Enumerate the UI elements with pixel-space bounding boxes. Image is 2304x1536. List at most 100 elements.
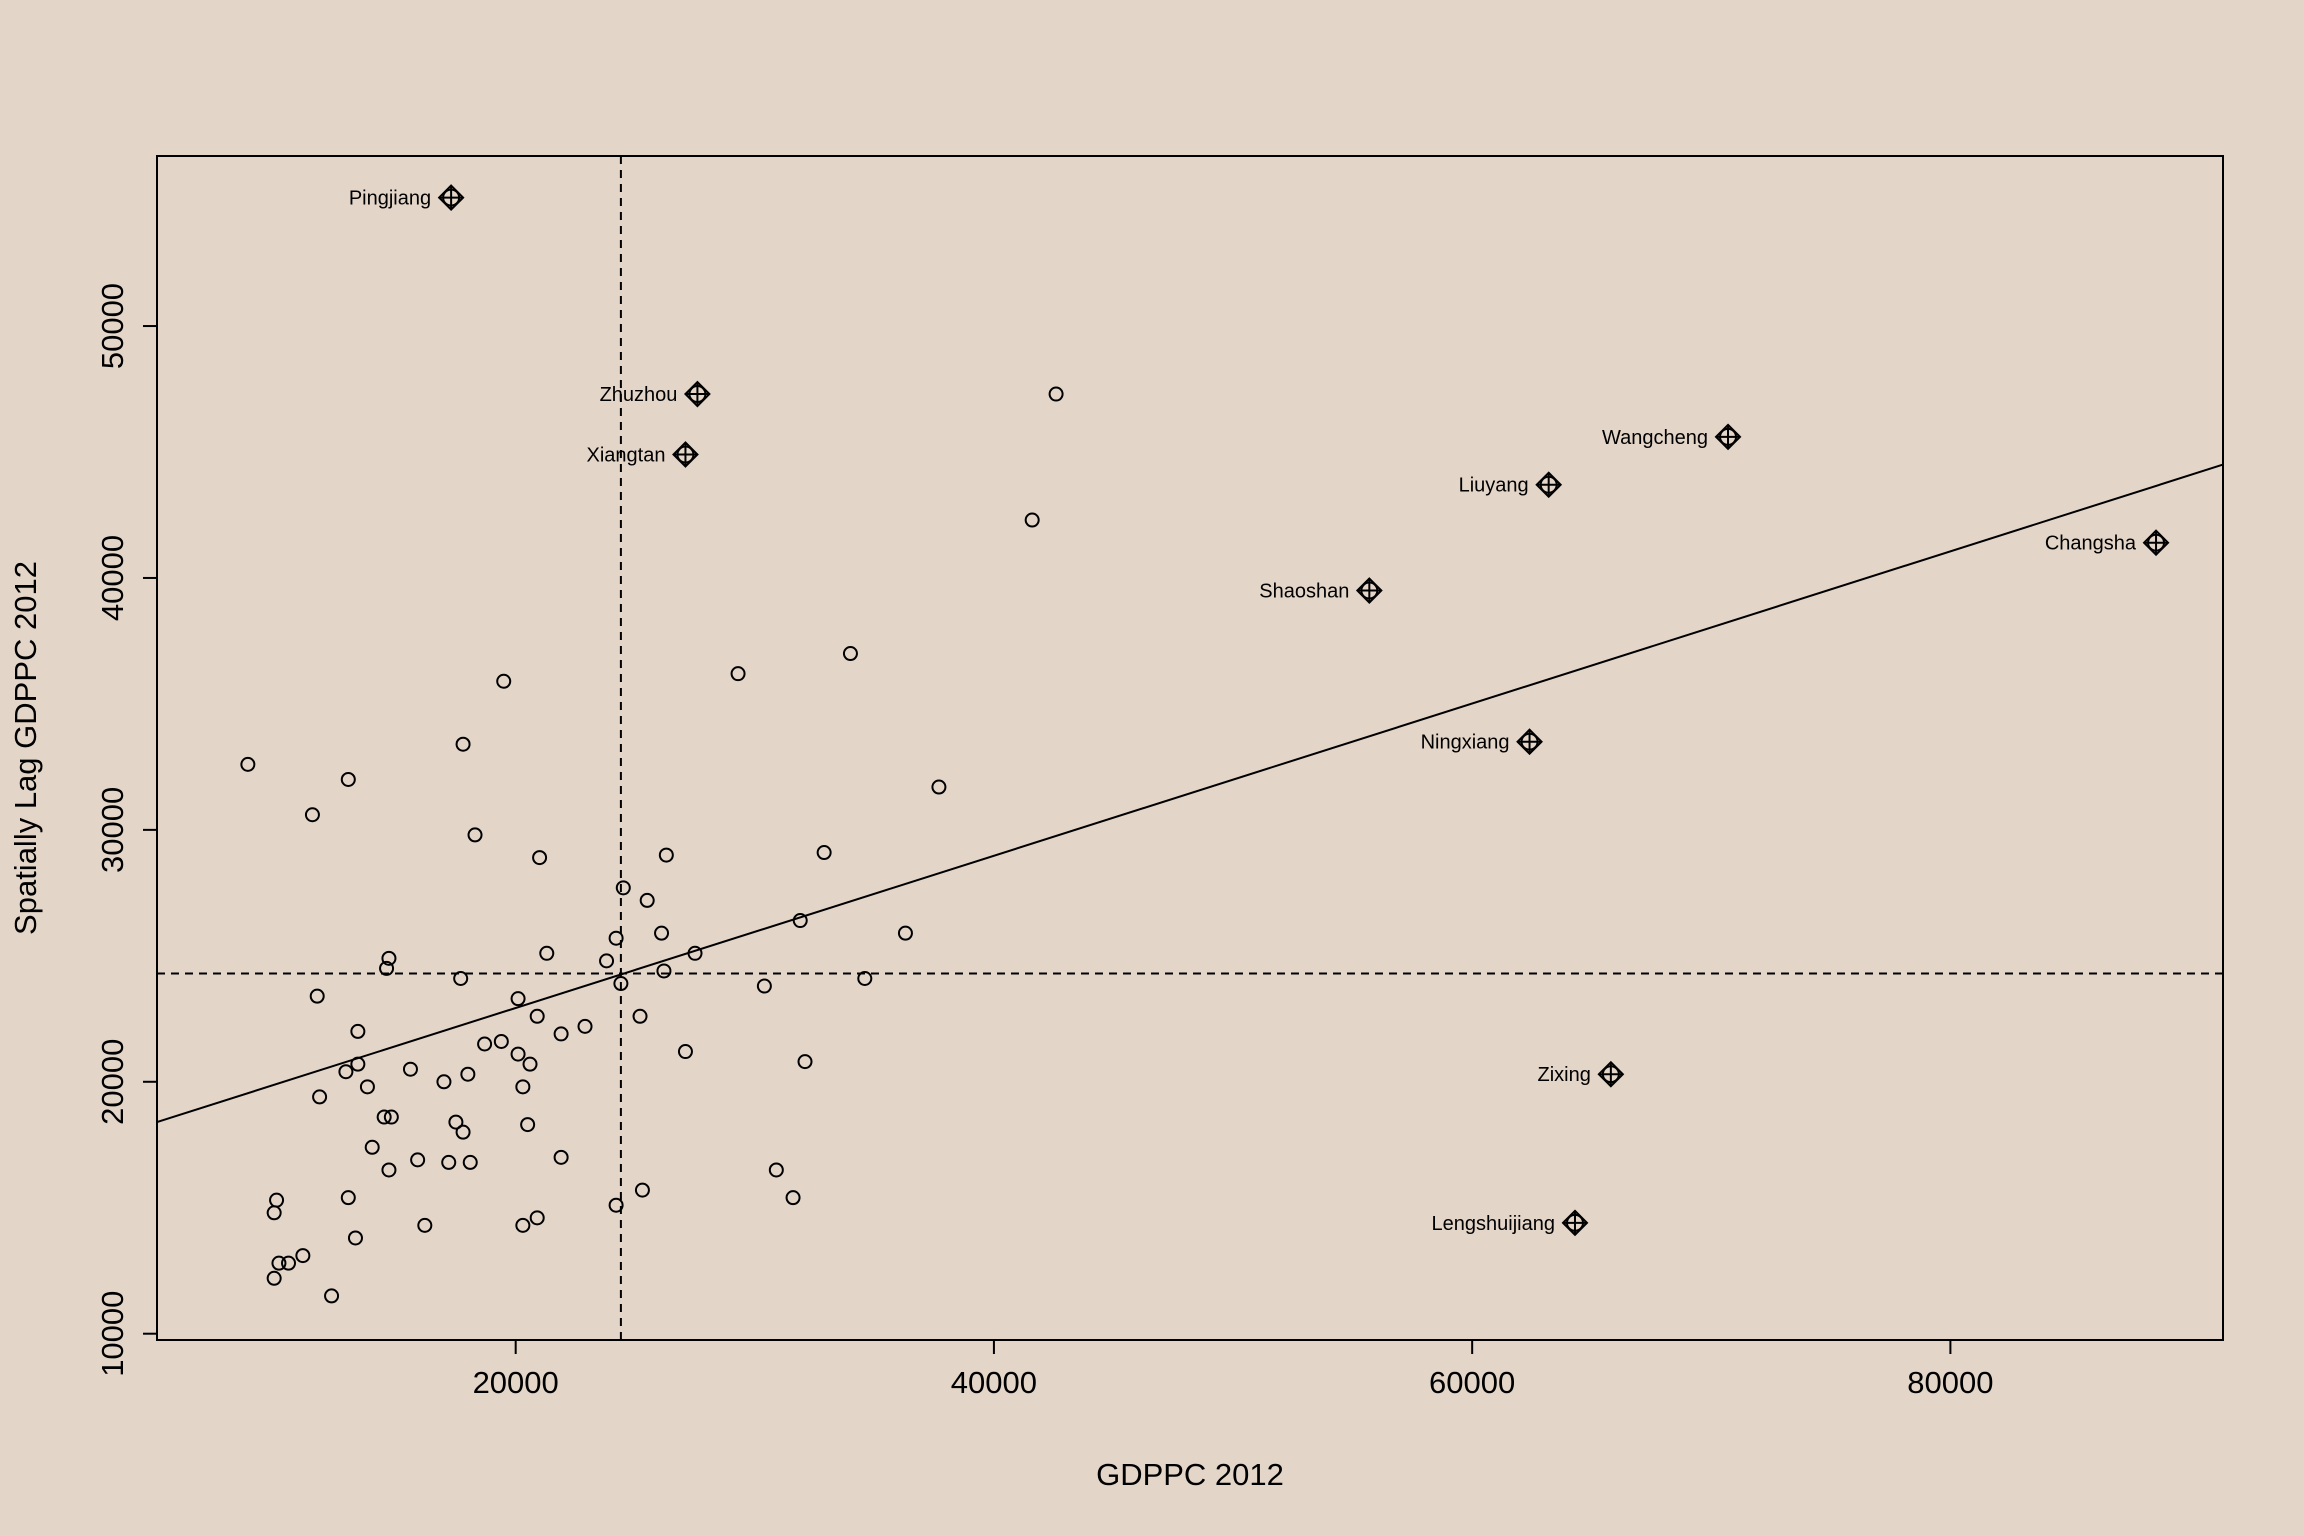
data-point <box>324 1288 340 1304</box>
data-point <box>654 925 670 941</box>
data-point <box>312 1089 328 1105</box>
influential-point <box>1535 471 1563 499</box>
reference-lines <box>156 156 2224 1340</box>
data-point <box>269 1192 285 1208</box>
data-point <box>797 1054 813 1070</box>
data-point <box>381 950 397 966</box>
data-point <box>599 953 615 969</box>
data-point <box>417 1217 433 1233</box>
data-point <box>634 1182 650 1198</box>
data-point <box>857 971 873 987</box>
data-point <box>608 1197 624 1213</box>
data-point <box>532 850 548 866</box>
data-point <box>477 1036 493 1052</box>
data-point <box>658 847 674 863</box>
data-point <box>441 1154 457 1170</box>
data-point <box>1024 512 1040 528</box>
x-axis-title: GDPPC 2012 <box>1096 1457 1284 1492</box>
data-point <box>381 1162 397 1178</box>
axes: 20000 40000 60000 80000 10000 20000 30000 40000… <box>95 283 1994 1400</box>
data-point <box>359 1079 375 1095</box>
y-axis-title: Spatially Lag GDPPC 2012 <box>8 561 43 935</box>
regression-line <box>156 463 2224 1124</box>
x-tick-label: 60000 <box>1429 1365 1515 1400</box>
point-label: Shaoshan <box>1259 581 1349 603</box>
data-point <box>350 1023 366 1039</box>
influential-point <box>1561 1209 1589 1237</box>
data-point <box>340 771 356 787</box>
data-point <box>677 1044 693 1060</box>
data-point <box>304 807 320 823</box>
data-point <box>515 1079 531 1095</box>
y-tick-label: 20000 <box>95 1039 130 1125</box>
data-point <box>350 1056 366 1072</box>
data-point <box>295 1248 311 1264</box>
data-point <box>240 756 256 772</box>
data-point <box>608 930 624 946</box>
point-label: Wangcheng <box>1602 427 1708 449</box>
data-point <box>632 1008 648 1024</box>
data-point <box>383 1109 399 1125</box>
influential-point <box>2142 529 2170 557</box>
data-point <box>553 1149 569 1165</box>
data-points <box>240 386 1064 1304</box>
influential-point <box>1516 728 1543 756</box>
data-point <box>510 1046 526 1062</box>
data-point <box>522 1056 538 1072</box>
point-label: Pingjiang <box>349 188 431 210</box>
point-label: Liuyang <box>1459 475 1529 497</box>
data-point <box>271 1255 287 1271</box>
data-point <box>687 945 703 961</box>
data-point <box>529 1210 545 1226</box>
data-point <box>376 1109 392 1125</box>
data-point <box>402 1061 418 1077</box>
data-point <box>515 1217 531 1233</box>
plot-frame <box>156 155 2224 1341</box>
data-point <box>615 880 631 896</box>
data-point <box>639 892 655 908</box>
data-point <box>453 971 469 987</box>
data-point <box>520 1117 536 1133</box>
data-point <box>462 1154 478 1170</box>
point-label: Zixing <box>1537 1064 1590 1086</box>
x-tick-label: 80000 <box>1907 1365 1993 1400</box>
data-point <box>613 976 629 992</box>
data-point <box>379 960 395 976</box>
data-point <box>455 736 471 752</box>
data-point <box>529 1008 545 1024</box>
point-label: Changsha <box>2045 533 2137 555</box>
x-tick-label: 40000 <box>951 1365 1037 1400</box>
data-point <box>309 988 325 1004</box>
data-point <box>448 1114 464 1130</box>
y-tick-label: 50000 <box>95 283 130 369</box>
data-point <box>656 963 672 979</box>
data-point <box>816 845 832 861</box>
y-tick-label: 30000 <box>95 787 130 873</box>
data-point <box>539 945 555 961</box>
influential-points: Pingjiang Zhuzhou Xiangtan Wangcheng Liuyang… <box>349 184 2170 1237</box>
data-point <box>364 1139 380 1155</box>
influential-point <box>437 184 465 211</box>
data-point <box>266 1270 282 1286</box>
data-point <box>785 1190 801 1206</box>
data-point <box>1048 386 1064 402</box>
data-point <box>338 1064 354 1080</box>
data-point <box>460 1066 476 1082</box>
data-point <box>768 1162 784 1178</box>
point-label: Zhuzhou <box>600 384 678 406</box>
data-point <box>842 646 858 662</box>
data-point <box>281 1255 297 1271</box>
data-point <box>455 1124 471 1140</box>
influential-point <box>1597 1060 1625 1088</box>
data-point <box>410 1152 426 1168</box>
data-point <box>493 1033 509 1049</box>
data-point <box>931 779 947 795</box>
data-point <box>577 1018 593 1034</box>
data-point <box>510 991 526 1007</box>
x-tick-label: 20000 <box>473 1365 559 1400</box>
data-point <box>467 827 483 843</box>
data-point <box>792 913 808 929</box>
y-tick-label: 10000 <box>95 1291 130 1377</box>
data-point <box>340 1190 356 1206</box>
